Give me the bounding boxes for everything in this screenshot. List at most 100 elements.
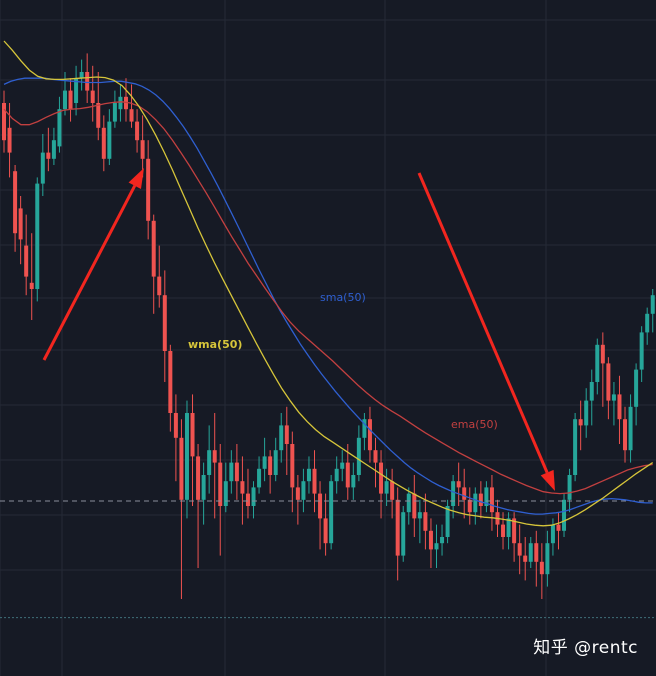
candle-body [650, 295, 655, 314]
candle-body [245, 493, 250, 506]
candle-body [179, 437, 184, 500]
candle-body [79, 72, 84, 79]
candle-body [295, 487, 300, 500]
candle-body [74, 78, 79, 103]
candle-body [567, 475, 572, 500]
candle-body [329, 481, 334, 544]
candle-body [462, 487, 467, 500]
sma-line [3, 77, 653, 515]
candle-body [367, 419, 372, 451]
annotation-arrow-shaft [42, 185, 137, 361]
candle-body [334, 468, 339, 482]
candle-body [18, 208, 23, 240]
candle-body [151, 220, 156, 277]
candle-body [146, 158, 151, 221]
candle-body [440, 537, 445, 544]
candle-body [467, 499, 472, 513]
candle-body [273, 450, 278, 475]
candle-body [595, 344, 600, 382]
candle-body [51, 140, 56, 159]
candle-body [634, 369, 639, 407]
candle-body [218, 462, 223, 506]
candle-body [517, 543, 522, 556]
candle-body [129, 109, 134, 122]
candle-body [373, 450, 378, 463]
candle-body [223, 481, 228, 506]
candle-body [556, 524, 561, 531]
candle-body [229, 462, 234, 482]
candle-body [190, 413, 195, 457]
wma-label: wma(50) [188, 338, 242, 351]
candle-body [40, 152, 45, 184]
candle-body [46, 152, 51, 159]
candle-body [251, 487, 256, 506]
candle-body [473, 493, 478, 513]
candle-body [268, 456, 273, 475]
candle-body [611, 394, 616, 401]
candle-body [312, 468, 317, 494]
candle-body [168, 351, 173, 413]
sma-label: sma(50) [320, 291, 366, 304]
candle-body [24, 245, 29, 277]
candle-body [423, 512, 428, 531]
candle-body [639, 332, 644, 370]
candle-body [7, 127, 12, 153]
candle-body [184, 413, 189, 500]
candle-body [428, 530, 433, 550]
candle-body [201, 475, 206, 500]
candle-body [573, 419, 578, 475]
candle-body [96, 103, 101, 128]
candle-body [35, 183, 40, 289]
candle-body [478, 493, 483, 506]
annotation-arrow-head [128, 168, 144, 189]
candle-body [434, 543, 439, 550]
candle-body [162, 295, 167, 351]
candle-body [2, 103, 6, 141]
candle-body [301, 481, 306, 500]
candle-body [406, 493, 411, 513]
candle-body [356, 437, 361, 475]
candle-body [395, 499, 400, 556]
candle-body [528, 543, 533, 562]
candle-body [112, 103, 117, 122]
candle-body [157, 276, 162, 296]
candle-body [345, 462, 350, 488]
candle-body [85, 72, 90, 91]
candle-body [290, 444, 295, 488]
candle-body [617, 394, 622, 420]
candle-body [240, 481, 245, 494]
candle-body [68, 90, 73, 110]
candle-body [534, 543, 539, 562]
candle-body [29, 282, 34, 289]
candle-body [323, 518, 328, 544]
candle-body [445, 506, 450, 537]
annotation-arrow-shaft [417, 172, 549, 474]
candle-body [13, 171, 18, 234]
candle-body [90, 90, 95, 103]
candle-body [412, 493, 417, 519]
candle-body [196, 456, 201, 500]
candle-body [623, 419, 628, 451]
candle-body [401, 512, 406, 556]
candle-body [262, 456, 267, 469]
candle-body [600, 344, 605, 364]
candle-body [539, 561, 544, 575]
candle-body [340, 462, 345, 469]
candle-body [645, 313, 650, 333]
candle-body [234, 462, 239, 482]
watermark: 知乎 @rentc [533, 638, 638, 658]
candle-body [390, 481, 395, 500]
ema-line [3, 101, 653, 495]
candle-body [279, 425, 284, 451]
candle-body [451, 481, 456, 506]
candle-body [118, 96, 123, 110]
candle-body [306, 468, 311, 482]
candle-body [562, 499, 567, 531]
candle-body [578, 419, 583, 426]
candle-body [57, 109, 62, 147]
candle-body [489, 487, 494, 513]
candle-body [384, 481, 389, 494]
candle-body [135, 121, 140, 141]
